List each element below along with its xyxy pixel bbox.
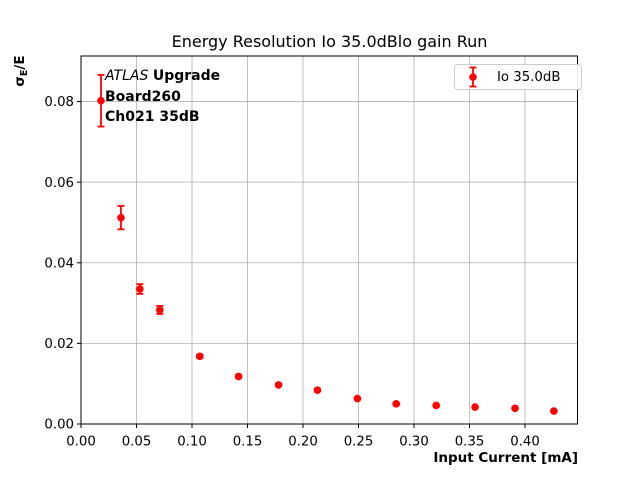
- chart-title: Energy Resolution Io 35.0dBlo gain Run: [171, 32, 488, 51]
- x-axis-label: Input Current [mA]: [433, 450, 578, 466]
- data-point: [511, 404, 519, 413]
- annotation-atlas: ATLAS: [105, 68, 153, 84]
- x-tick-label: 0.05: [122, 435, 152, 450]
- data-point: [353, 394, 362, 403]
- data-point: [234, 372, 243, 381]
- annotation-block: ATLAS Upgrade Board260 Ch021 35dB: [105, 66, 220, 128]
- x-tick-label: 0.25: [344, 435, 374, 450]
- legend-errorbar-marker-icon: [469, 66, 477, 88]
- data-point: [471, 403, 479, 411]
- annotation-line-2: Board260: [105, 88, 181, 105]
- data-point: [156, 306, 164, 314]
- data-point: [117, 213, 125, 222]
- y-tick-label: 0.02: [44, 337, 74, 352]
- data-point: [136, 285, 144, 293]
- legend: Io 35.0dB: [454, 64, 582, 90]
- x-tick-label: 0.00: [66, 435, 96, 450]
- x-tick-label: 0.40: [510, 435, 540, 450]
- annotation-upgrade: Upgrade: [152, 68, 221, 84]
- x-tick-label: 0.35: [455, 435, 485, 450]
- y-tick-label: 0.04: [44, 256, 74, 271]
- x-tick-label: 0.30: [399, 435, 429, 450]
- y-tick-label: 0.06: [44, 176, 74, 191]
- y-tick-label: 0.00: [44, 418, 74, 433]
- x-tick-label: 0.20: [288, 435, 318, 450]
- data-point: [432, 401, 440, 410]
- annotation-line-1: ATLAS Upgrade: [105, 66, 220, 87]
- data-point: [550, 407, 558, 415]
- y-tick-label: 0.08: [44, 95, 74, 110]
- y-axis-label: σE/E: [12, 55, 30, 87]
- plot-border: [80, 55, 578, 425]
- annotation-line-3: Ch021 35dB: [105, 109, 200, 126]
- data-point: [313, 386, 322, 394]
- data-point: [195, 352, 204, 361]
- x-tick-label: 0.10: [177, 435, 207, 450]
- y-axis-label-sigma: σ: [12, 76, 28, 87]
- data-point: [274, 381, 283, 389]
- legend-marker-shape: [469, 73, 477, 81]
- legend-label: Io 35.0dB: [497, 69, 561, 85]
- y-axis-label-suffix: /E: [12, 55, 28, 70]
- data-point: [97, 96, 105, 105]
- x-tick-label: 0.15: [233, 435, 263, 450]
- y-axis-label-subscript: E: [18, 69, 30, 77]
- data-point: [392, 400, 401, 408]
